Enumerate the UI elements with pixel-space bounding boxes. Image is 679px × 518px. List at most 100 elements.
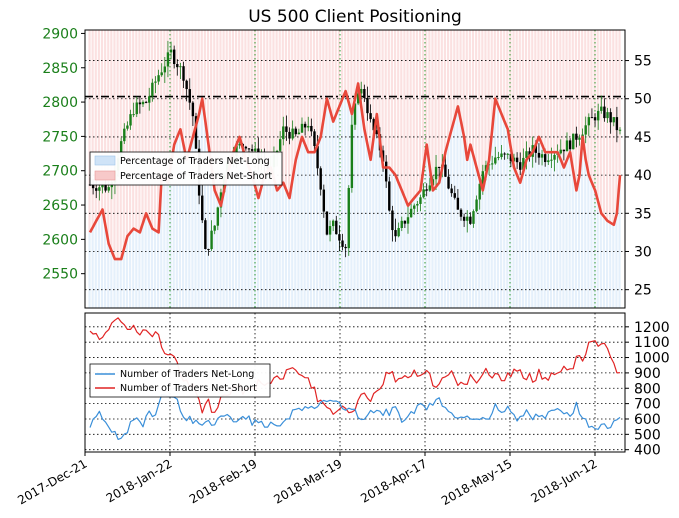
net-long-shade-bar	[160, 175, 163, 308]
net-long-shade-bar	[104, 226, 107, 308]
candle-body	[210, 230, 213, 250]
net-short-shade-bar	[287, 30, 291, 199]
net-short-shade-bar	[503, 30, 506, 122]
candle-body	[603, 106, 606, 119]
net-short-shade-bar	[132, 30, 135, 229]
net-long-shade-bar	[400, 190, 403, 308]
net-short-shade-bar	[446, 30, 450, 141]
candle-body	[216, 207, 220, 226]
net-long-shade-bar	[390, 171, 394, 308]
net-short-shade-bar	[437, 30, 440, 183]
candle-body	[428, 185, 432, 191]
net-long-shade-bar	[478, 178, 481, 308]
left-tick-label: 2700	[42, 164, 78, 180]
left-tick-label: 2600	[42, 232, 78, 248]
net-short-shade-bar	[397, 30, 400, 183]
net-short-shade-bar	[459, 30, 462, 122]
candle-body	[303, 123, 307, 128]
candle-body	[160, 72, 163, 76]
candle-body	[119, 141, 123, 159]
net-long-shade-bar	[135, 230, 138, 308]
left-tick-label: 2550	[42, 267, 78, 283]
net-short-shade-bar	[415, 30, 418, 195]
net-short-shade-bar	[515, 30, 518, 176]
net-short-shade-bar	[350, 30, 353, 115]
left-tick-label: 2900	[42, 26, 78, 42]
net-long-shade-bar	[241, 148, 244, 308]
net-long-shade-bar	[125, 236, 129, 308]
net-short-shade-bar	[328, 30, 331, 111]
net-long-shade-bar	[359, 106, 362, 308]
candle-body	[572, 133, 575, 150]
net-short-shade-bar	[462, 30, 465, 137]
net-long-shade-bar	[490, 129, 493, 308]
net-long-shade-bar	[278, 186, 281, 308]
candle-body	[157, 75, 160, 82]
net-long-shade-bar	[412, 198, 415, 308]
net-long-shade-bar	[369, 159, 372, 308]
candle-body	[394, 230, 397, 237]
candle-body	[319, 168, 322, 190]
net-long-shade-bar	[97, 215, 100, 308]
net-long-shade-bar	[203, 121, 206, 309]
date-tick-label: 2018-Feb-19	[187, 456, 260, 506]
net-long-shade-bar	[528, 156, 531, 308]
candle-body	[450, 188, 453, 194]
net-short-percentage-line	[88, 82, 622, 261]
bottom-right-tick-label: 900	[634, 366, 661, 382]
candle-body	[204, 220, 207, 250]
left-tick-label: 2800	[42, 95, 78, 111]
top-legend: Percentage of Traders Net-Long Percentage…	[89, 151, 283, 186]
candle-body	[372, 119, 375, 131]
net-short-shade-bar	[581, 30, 584, 137]
candle-body	[416, 203, 419, 206]
candle-body	[331, 220, 335, 227]
net-short-shade-bar	[97, 30, 100, 216]
net-long-shade-bar	[384, 167, 387, 308]
candle-body	[497, 157, 500, 159]
net-short-shade-bar	[219, 30, 222, 206]
net-short-shade-bar	[524, 30, 528, 160]
net-short-shade-bar	[203, 30, 206, 122]
net-short-shade-bar	[537, 30, 540, 137]
candle-body	[584, 125, 587, 135]
net-short-shade-bar	[521, 30, 524, 172]
candle-body	[191, 102, 195, 117]
bottom-right-tick-label: 400	[634, 443, 661, 459]
net-short-shade-bar	[605, 30, 609, 221]
net-long-shade-bar	[540, 144, 543, 308]
candle-body	[612, 117, 615, 123]
net-long-shade-bar	[88, 232, 91, 308]
net-long-shade-bar	[375, 114, 378, 308]
candle-body	[478, 183, 481, 200]
candle-body	[475, 199, 478, 212]
net-short-shade-bar	[278, 30, 281, 187]
net-short-shade-bar	[478, 30, 481, 179]
net-short-shade-bar	[506, 30, 509, 130]
candle-body	[207, 249, 210, 251]
net-short-shade-bar	[272, 30, 275, 179]
net-short-shade-bar	[400, 30, 403, 191]
candle-body	[132, 114, 135, 116]
net-short-shade-bar	[153, 30, 157, 231]
net-long-shade-bar	[175, 136, 178, 308]
net-long-shade-bar	[372, 136, 375, 308]
bottom-right-tick-label: 1000	[634, 351, 670, 367]
net-long-shade-bar	[234, 144, 238, 308]
net-long-shade-bar	[556, 152, 559, 308]
net-long-shade-bar	[415, 194, 418, 308]
net-short-shade-bar	[300, 30, 303, 137]
net-short-shade-bar	[312, 30, 316, 153]
candle-body	[606, 112, 609, 119]
candle-body	[434, 166, 438, 180]
net-short-shade-bar	[259, 30, 263, 187]
candle-body	[506, 153, 509, 155]
candle-body	[462, 216, 466, 221]
net-long-shade-bar	[431, 190, 434, 308]
net-short-shade-bar	[543, 30, 546, 153]
net-long-shade-bar	[197, 114, 200, 308]
net-long-shade-bar	[325, 98, 328, 308]
net-short-shade-bar	[325, 30, 328, 99]
candle-body	[169, 49, 173, 53]
net-long-shade-bar	[577, 175, 581, 308]
